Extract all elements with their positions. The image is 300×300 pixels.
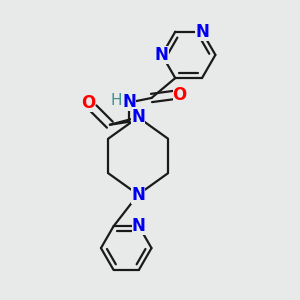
Text: N: N xyxy=(155,46,169,64)
Text: O: O xyxy=(81,94,95,112)
Text: N: N xyxy=(131,108,145,126)
Text: H: H xyxy=(110,94,122,109)
Text: N: N xyxy=(132,217,146,235)
Text: N: N xyxy=(122,93,136,111)
Text: N: N xyxy=(131,186,145,204)
Text: N: N xyxy=(195,23,209,41)
Text: O: O xyxy=(172,86,187,104)
